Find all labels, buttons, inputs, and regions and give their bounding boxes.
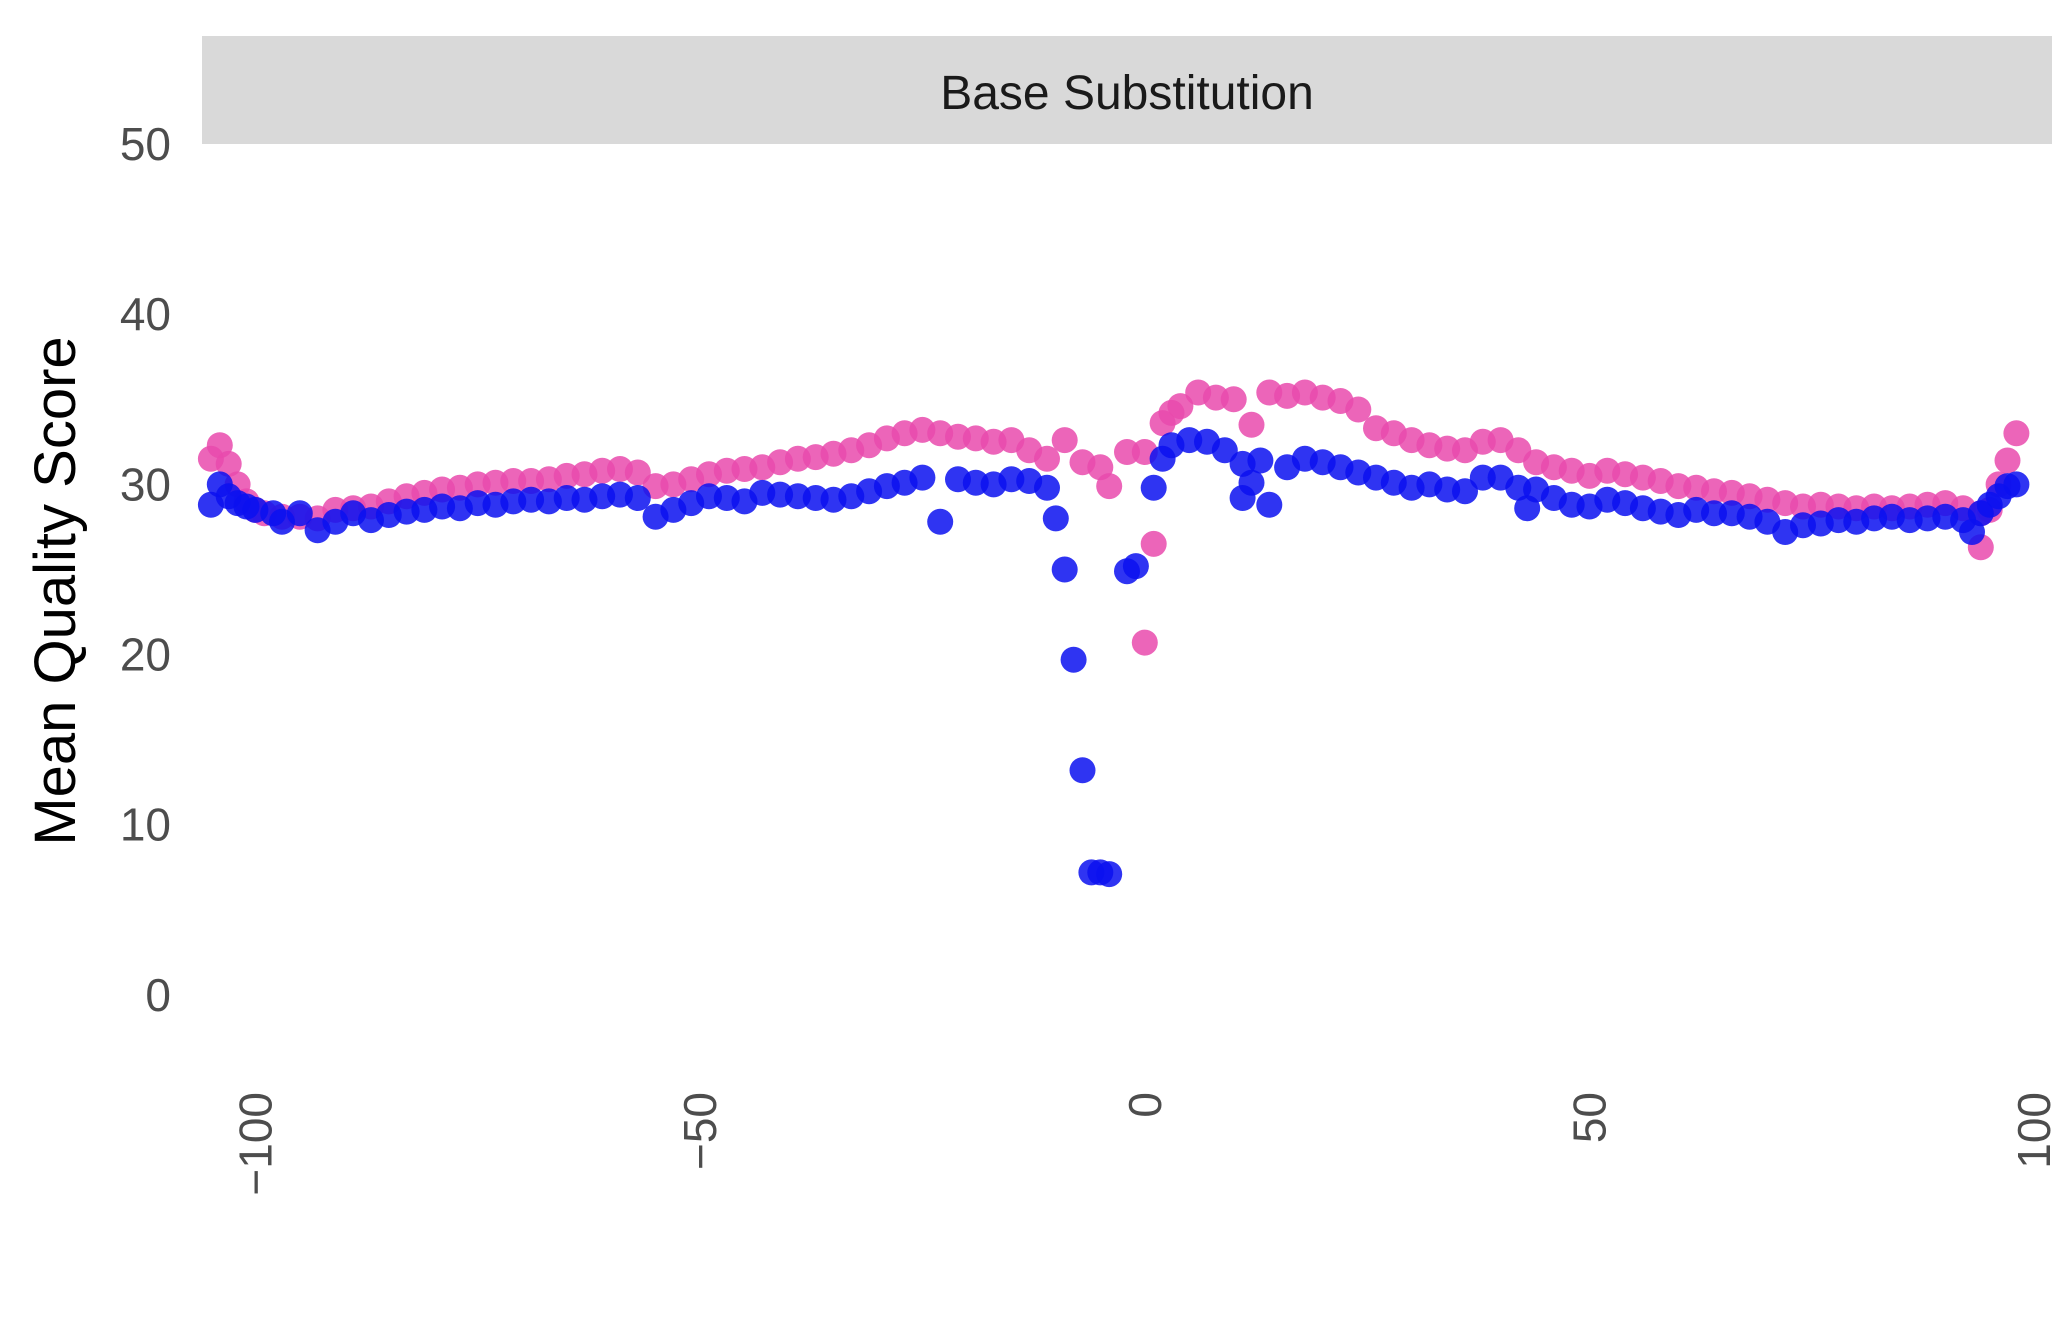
point-blue	[1211, 437, 1238, 464]
y-tick-label: 10	[120, 799, 171, 851]
y-tick-label: 20	[120, 629, 171, 681]
x-tick-label: −100	[229, 1092, 281, 1196]
point-pink	[1238, 411, 1265, 438]
x-tick-label: 100	[2008, 1092, 2052, 1169]
point-pink	[1114, 439, 1140, 465]
point-pink	[1167, 393, 1194, 420]
point-pink	[1131, 629, 1158, 656]
point-blue	[1060, 646, 1087, 673]
point-pink	[1096, 473, 1123, 500]
point-blue	[1096, 861, 1123, 888]
point-blue	[1069, 757, 1096, 784]
point-pink	[500, 468, 527, 494]
y-tick-label: 50	[120, 118, 171, 170]
point-pink	[1140, 530, 1167, 557]
point-blue	[1034, 474, 1060, 501]
point-blue	[1247, 447, 1274, 474]
point-pink	[2003, 420, 2030, 447]
y-axis-title: Mean Quality Score	[23, 336, 88, 845]
y-axis-tick-labels: 0 10 20 30 40 50	[120, 118, 171, 1021]
point-pink	[1220, 386, 1247, 413]
x-axis-tick-labels: −100 −50 0 50 100	[229, 1092, 2052, 1196]
point-blue	[1452, 478, 1478, 505]
y-tick-label: 40	[120, 288, 171, 340]
point-pink	[1994, 447, 2021, 474]
point-blue	[927, 508, 954, 535]
point-pink	[1345, 396, 1372, 423]
point-pink	[1034, 445, 1060, 472]
point-blue	[1701, 500, 1727, 527]
point-blue	[1469, 464, 1496, 491]
point-blue	[624, 485, 651, 511]
facet-strip	[202, 36, 2052, 144]
data-points	[197, 379, 2030, 888]
y-tick-label: 30	[120, 458, 171, 510]
facet-strip-label: Base Substitution	[940, 67, 1314, 120]
point-pink	[215, 450, 242, 477]
point-blue	[909, 464, 936, 491]
point-blue	[286, 500, 313, 527]
point-blue	[1238, 469, 1265, 496]
point-blue	[1140, 474, 1167, 501]
x-tick-label: −50	[674, 1092, 726, 1170]
point-blue	[1051, 556, 1078, 583]
x-tick-label: 0	[1119, 1092, 1171, 1118]
y-tick-label: 0	[145, 969, 171, 1021]
point-pink	[1051, 427, 1078, 454]
point-blue	[1256, 491, 1283, 518]
point-blue	[2003, 471, 2030, 498]
point-blue	[1042, 505, 1069, 532]
x-tick-label: 50	[1564, 1092, 1616, 1143]
point-pink	[624, 459, 651, 486]
point-blue	[1122, 553, 1149, 580]
